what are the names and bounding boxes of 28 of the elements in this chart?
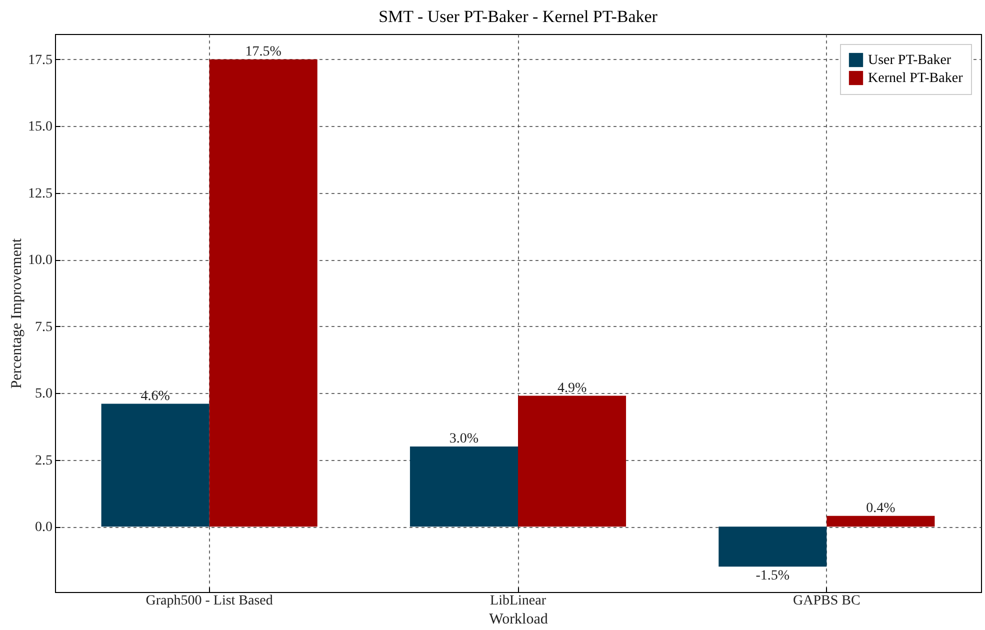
bar [410,446,518,527]
bar [101,404,210,527]
legend-label: Kernel PT-Baker [868,71,964,86]
y-axis-title: Percentage Improvement [9,237,25,389]
data-label: 4.6% [140,388,170,404]
data-label: 3.0% [449,431,479,446]
y-tick-label: 12.5 [28,186,52,202]
data-label: -1.5% [756,568,790,584]
x-tick-label: LibLinear [490,594,546,608]
bar [718,526,827,567]
y-tick-label: 5.0 [35,386,52,402]
y-tick-label: 0.0 [35,520,52,536]
y-tick-label: 2.5 [35,453,52,468]
y-tick-label: 17.5 [28,52,52,68]
y-tick-label: 10.0 [28,253,52,268]
data-label: 4.9% [557,380,587,396]
x-tick-label: Graph500 - List Based [146,594,273,608]
bar [518,396,626,527]
x-axis-title: Workload [489,612,548,628]
x-tick-label: GAPBS BC [793,594,860,608]
bar [826,516,935,527]
data-label: 0.4% [866,500,896,516]
y-tick-label: 15.0 [28,120,52,135]
bar [209,59,318,527]
data-label: 17.5% [245,44,282,60]
y-tick-label: 7.5 [35,320,52,335]
legend-label: User PT-Baker [868,53,952,68]
chart-title: SMT - User PT-Baker - Kernel PT-Baker [378,7,658,26]
